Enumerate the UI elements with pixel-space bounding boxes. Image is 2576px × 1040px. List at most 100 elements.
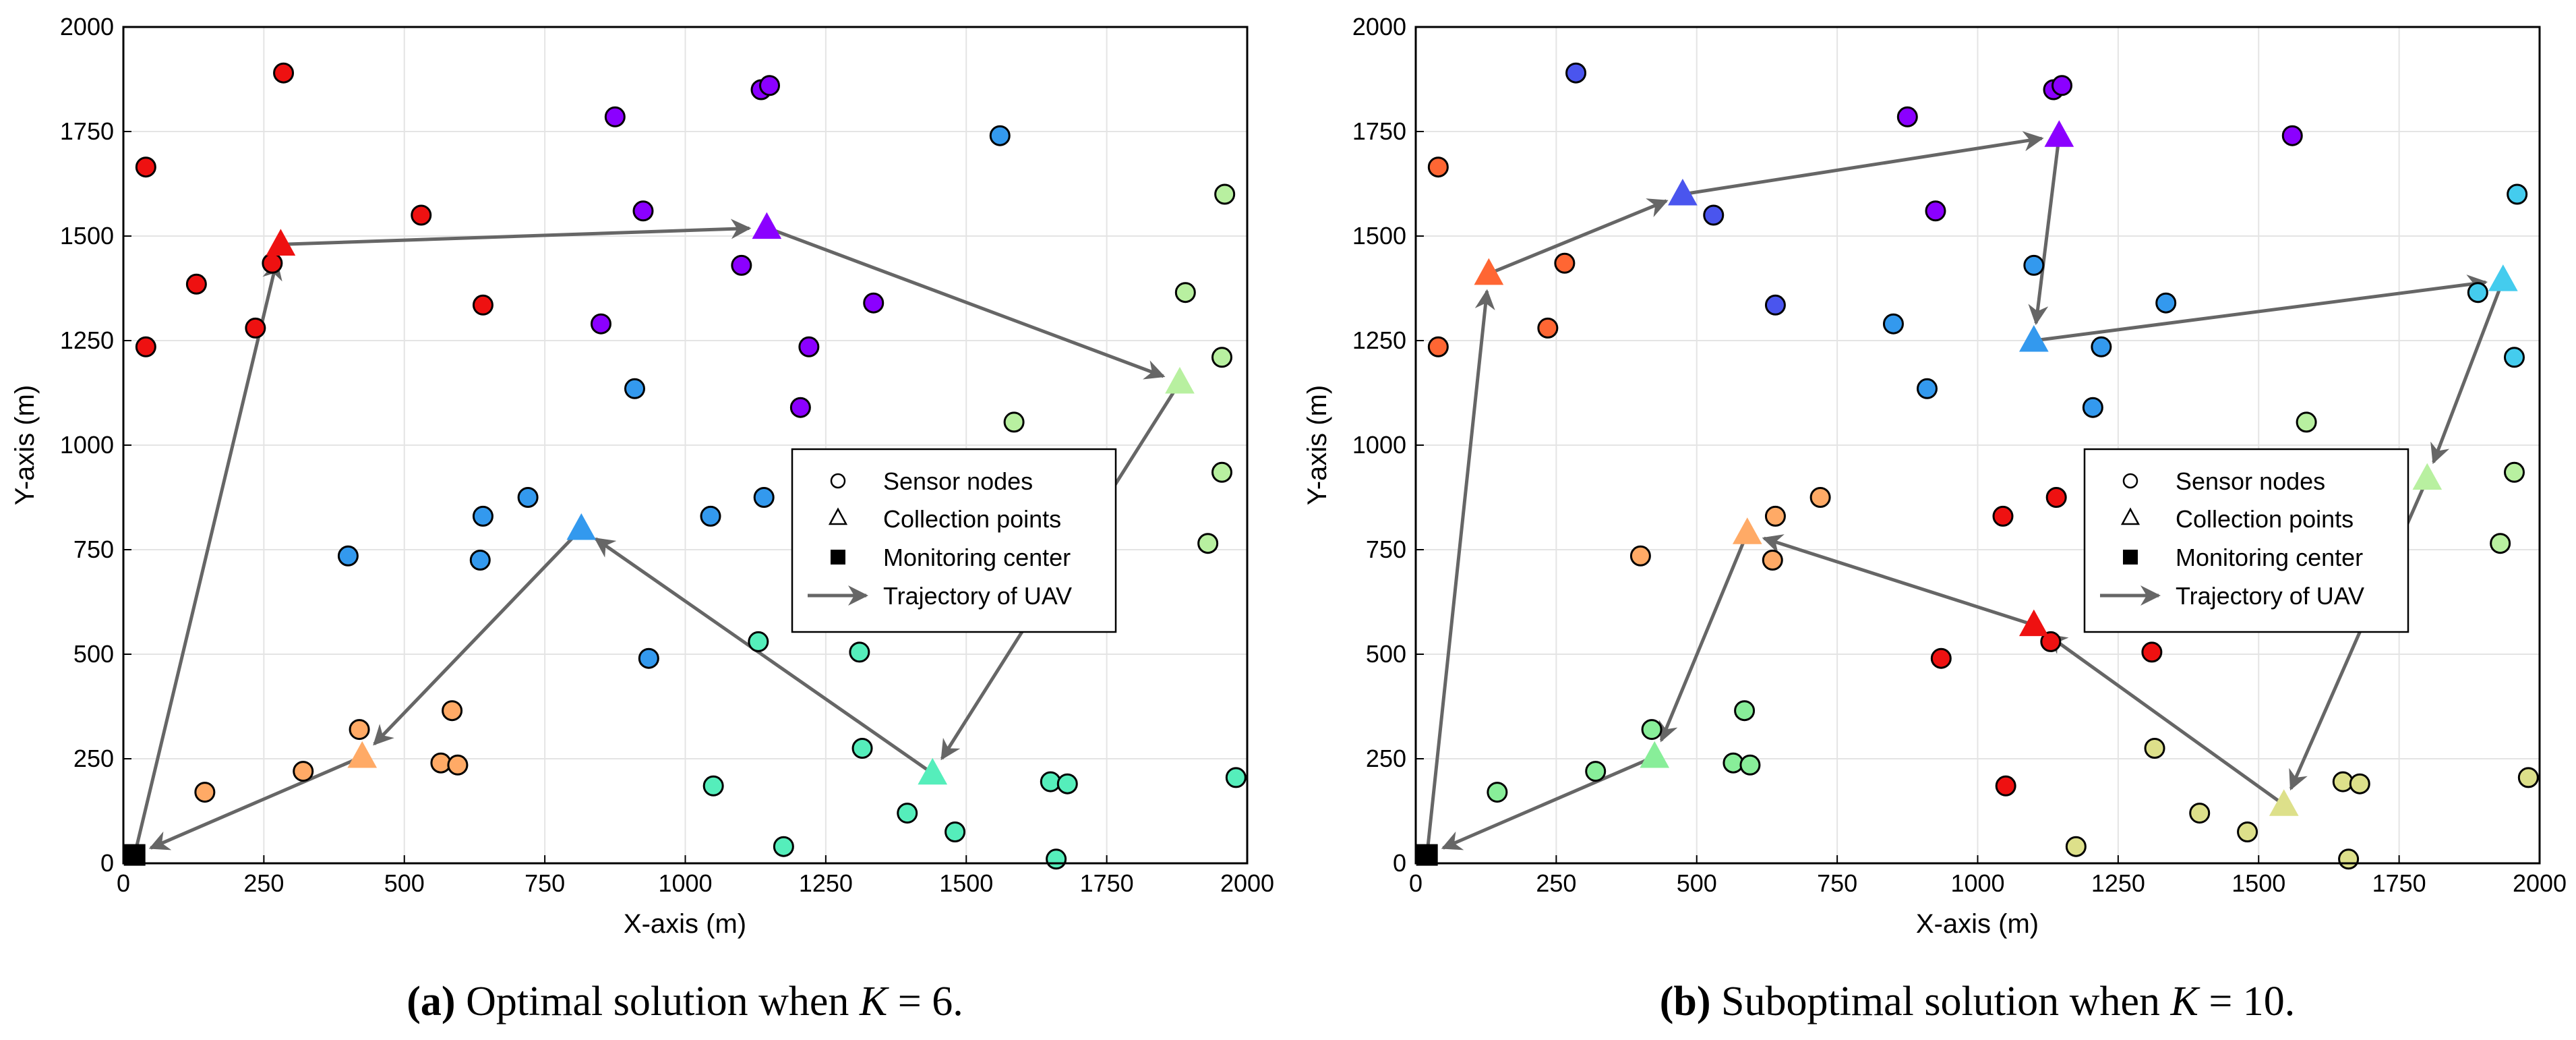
legend-collection-label: Collection points <box>883 505 1061 533</box>
monitoring-center <box>1416 844 1438 866</box>
x-tick-label: 1750 <box>1080 869 1134 897</box>
sensor-node <box>1003 411 1025 433</box>
trajectory-segment <box>1425 289 1495 855</box>
sensor-node <box>789 397 811 418</box>
collection-point <box>2412 463 2443 490</box>
monitoring-center-marker <box>123 844 146 866</box>
trajectory-segment <box>2046 633 2285 807</box>
sensor-node <box>293 761 314 782</box>
caption-b: (b) Suboptimal solution when K = 10. <box>1660 979 2296 1024</box>
sensor-node <box>604 106 626 127</box>
x-axis-label: X-axis (m) <box>624 909 746 939</box>
sensor-node <box>863 292 885 314</box>
trajectory-segment <box>133 259 282 856</box>
sensor-node <box>1211 461 1232 483</box>
sensor-node <box>447 754 469 776</box>
sensor-node <box>2503 461 2525 483</box>
sensor-node <box>472 505 493 527</box>
legend: Sensor nodes Collection points Monitorin… <box>2083 448 2409 633</box>
panel-b: 0 250 500 750 1000 1250 1500 1750 2000 0 250 500 750… <box>1302 13 2567 1024</box>
sensor-node <box>2189 803 2211 824</box>
legend-trajectory-label: Trajectory of UAV <box>2176 582 2364 610</box>
collection-point <box>1165 367 1195 394</box>
sensor-node <box>798 336 820 357</box>
legend-square-icon <box>2123 550 2138 565</box>
y-tick-label: 1750 <box>1352 117 1406 145</box>
sensor-node <box>1211 347 1232 368</box>
caption-label: (b) <box>1660 979 1711 1024</box>
y-tick-label: 2000 <box>1352 13 1406 40</box>
sensor-node <box>1487 782 1508 803</box>
collection-point <box>2019 609 2049 637</box>
collection-point <box>347 741 378 768</box>
sensor-node <box>1565 62 1587 84</box>
sensor-node <box>2141 641 2163 663</box>
sensor-node <box>748 631 769 652</box>
sensor-node <box>2281 125 2303 146</box>
sensor-node <box>1734 700 1756 722</box>
sensor-node <box>2296 411 2317 433</box>
legend-square-icon <box>831 550 845 565</box>
trajectory-segment <box>280 219 752 246</box>
sensor-node <box>2349 773 2370 795</box>
trajectory-segment <box>594 537 934 775</box>
legend-sensor-label: Sensor nodes <box>2176 467 2325 495</box>
legend: Sensor nodes Collection points Monitorin… <box>791 448 1117 633</box>
sensor-node <box>632 200 654 222</box>
sensor-node <box>2040 631 2062 652</box>
y-tick-label: 1000 <box>1352 431 1406 459</box>
y-tick-label: 500 <box>1366 640 1406 668</box>
x-tick-label: 250 <box>243 869 284 897</box>
sensor-node <box>1629 545 1651 567</box>
tick-labels: 0 250 500 750 1000 1250 1500 1750 2000 0 250 500 750… <box>60 13 1274 897</box>
sensor-node <box>700 505 721 527</box>
sensor-node <box>759 75 781 96</box>
caption-a: (a) Optimal solution when K = 6. <box>407 979 963 1024</box>
x-tick-label: 1250 <box>2091 869 2145 897</box>
sensor-node <box>1174 282 1196 304</box>
sensor-node <box>1809 487 1831 508</box>
sensor-node <box>773 836 794 857</box>
caption-text: Optimal solution when <box>466 979 849 1024</box>
sensor-node <box>1537 317 1559 339</box>
sensor-node <box>1427 336 1449 357</box>
sensor-node <box>135 336 156 357</box>
y-tick-label: 1000 <box>60 431 114 459</box>
monitoring-center-marker <box>1416 844 1438 866</box>
x-tick-label: 750 <box>1817 869 1857 897</box>
grid <box>1416 27 2540 863</box>
sensor-node <box>194 782 216 803</box>
collection-point <box>566 513 597 540</box>
sensor-node <box>2045 487 2067 508</box>
x-tick-label: 500 <box>384 869 425 897</box>
y-tick-label: 2000 <box>60 13 114 40</box>
collection-point <box>1732 517 1762 544</box>
sensor-node <box>2338 848 2360 870</box>
y-tick-label: 1750 <box>60 117 114 145</box>
sensor-node <box>2155 292 2177 314</box>
y-tick-label: 1500 <box>1352 222 1406 250</box>
sensor-node <box>1896 106 1918 127</box>
sensor-node <box>2332 771 2354 792</box>
sensor-node <box>337 545 359 567</box>
sensor-node <box>638 647 659 669</box>
trajectory-segment <box>1488 198 1669 276</box>
collection-point <box>2044 120 2074 147</box>
monitoring-center <box>123 844 146 866</box>
collection-point <box>1640 741 1670 768</box>
sensor-node <box>2023 254 2045 276</box>
y-tick-label: 1250 <box>1352 326 1406 354</box>
sensor-node <box>897 803 918 824</box>
caption-equation: = 10. <box>2198 979 2295 1024</box>
x-tick-label: 1250 <box>799 869 853 897</box>
sensor-node <box>262 252 283 274</box>
legend-triangle-icon <box>828 507 848 525</box>
sensor-node <box>472 294 493 316</box>
sensor-node <box>1056 773 1078 795</box>
caption-variable: K <box>2169 979 2200 1024</box>
trajectory-segment <box>2028 135 2061 326</box>
sensor-node <box>2507 183 2528 205</box>
sensor-node <box>1723 752 1744 774</box>
trajectory-segment <box>1682 131 2044 196</box>
